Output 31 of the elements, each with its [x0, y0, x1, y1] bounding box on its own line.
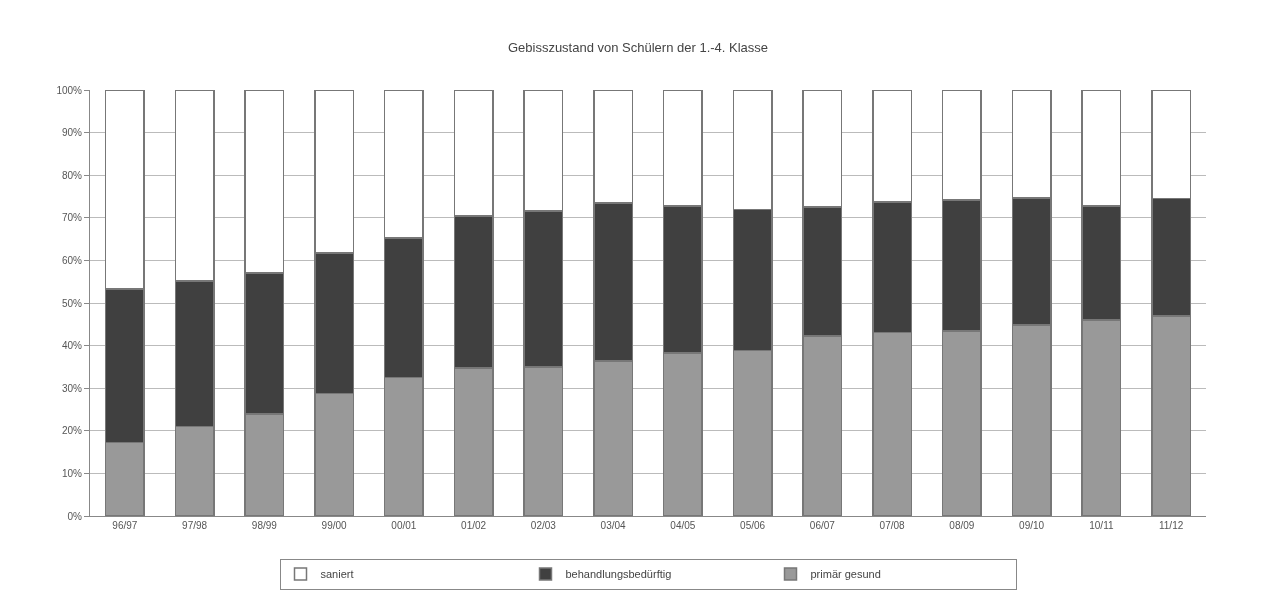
x-tick-label: 97/98	[182, 520, 208, 531]
x-tick-label: 04/05	[670, 520, 696, 531]
x-tick-label: 09/10	[1019, 520, 1045, 531]
legend-label: saniert	[320, 568, 354, 581]
y-tick-label: 20%	[61, 425, 83, 437]
x-tick-label: 02/03	[530, 520, 557, 531]
y-tick-label: 50%	[61, 297, 83, 309]
y-tick-label: 30%	[61, 382, 83, 394]
y-tick-label: 40%	[61, 340, 83, 352]
y-tick-label: 90%	[61, 127, 83, 139]
x-tick-label: 10/11	[1089, 520, 1114, 531]
x-tick-label: 08/09	[949, 520, 975, 531]
chart-title: Gebisszustand von Schülern der 1.-4. Klasse	[507, 39, 769, 55]
x-tick-label: 11/12	[1158, 520, 1184, 531]
y-tick-label: 60%	[61, 254, 83, 266]
x-tick-label: 98/99	[251, 520, 278, 531]
y-tick-label: 100%	[56, 84, 83, 96]
x-tick-label: 05/06	[740, 520, 766, 531]
y-tick-label: 0%	[67, 510, 83, 522]
x-tick-label: 01/02	[461, 520, 487, 531]
y-tick-label: 80%	[61, 169, 83, 181]
x-tick-label: 96/97	[112, 520, 138, 531]
x-tick-label: 06/07	[809, 520, 836, 531]
x-tick-label: 07/08	[879, 520, 906, 531]
x-tick-label: 03/04	[600, 520, 627, 531]
x-tick-label: 99/00	[321, 520, 348, 531]
legend-label: primär gesund	[810, 568, 881, 581]
y-tick-label: 10%	[61, 467, 83, 479]
y-tick-label: 70%	[61, 212, 83, 224]
legend-label: behandlungsbedürftig	[565, 568, 672, 581]
x-tick-label: 00/01	[391, 520, 417, 531]
